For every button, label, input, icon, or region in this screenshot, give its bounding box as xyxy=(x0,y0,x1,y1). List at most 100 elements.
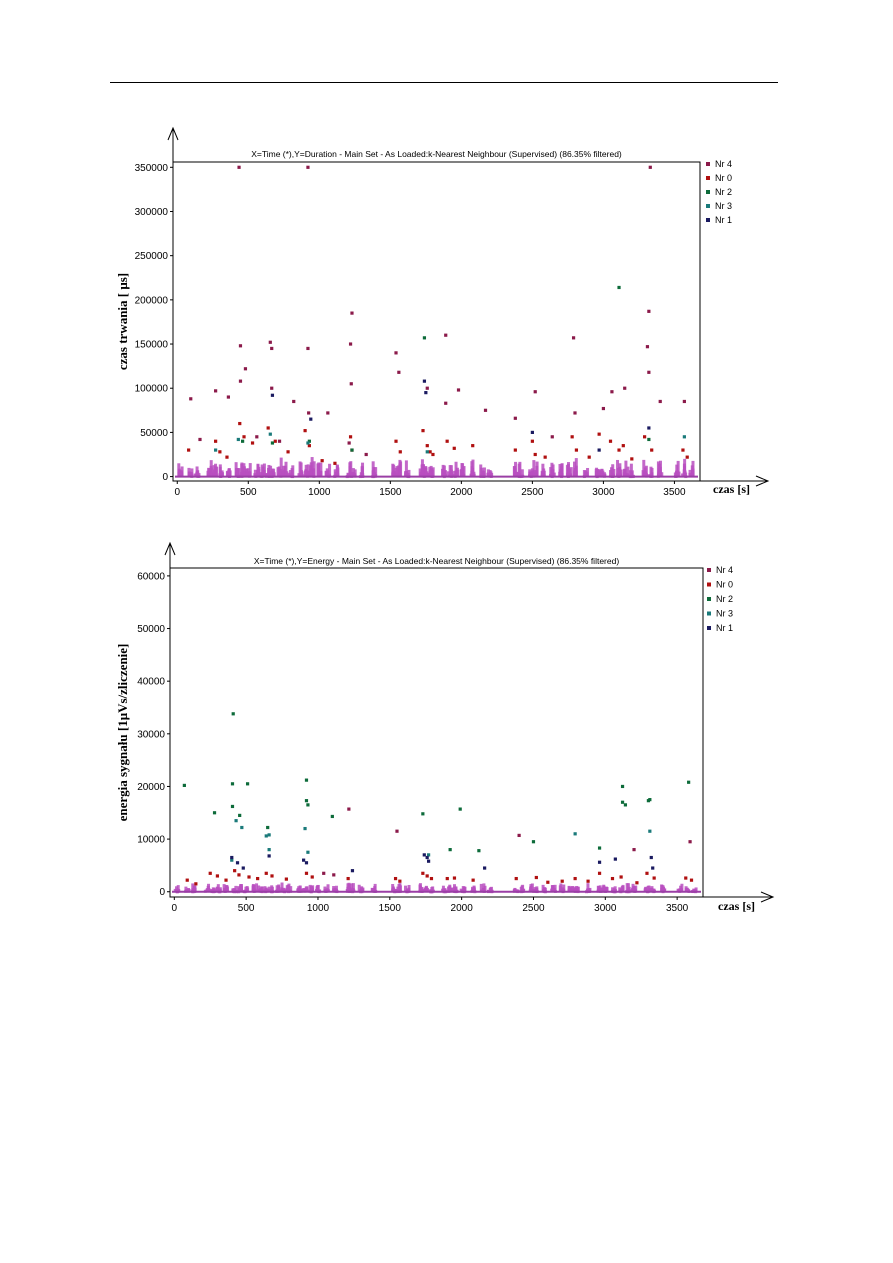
x-axis-label: czas [s] xyxy=(718,899,755,913)
data-point-nr-1 xyxy=(309,417,313,421)
x-tick-label: 3500 xyxy=(666,903,689,914)
y-tick-label: 40000 xyxy=(137,677,165,688)
data-point-nr-3 xyxy=(573,832,577,836)
background-point xyxy=(535,461,539,477)
data-point-nr-3 xyxy=(306,441,310,445)
y-tick-label: 350000 xyxy=(135,163,169,174)
background-point xyxy=(302,888,306,892)
background-point xyxy=(642,459,646,477)
data-point-nr-4 xyxy=(238,344,243,348)
background-point xyxy=(214,467,218,477)
data-point-nr-1 xyxy=(426,859,431,863)
background-point xyxy=(513,887,517,892)
background-point xyxy=(218,464,222,477)
data-point-nr-0 xyxy=(546,880,550,884)
legend-label: Nr 0 xyxy=(716,580,733,590)
data-point-nr-4 xyxy=(292,399,296,404)
background-point xyxy=(404,460,408,477)
data-point-nr-4 xyxy=(395,829,399,833)
background-point xyxy=(234,462,238,477)
data-point-nr-4 xyxy=(623,386,627,390)
data-point-nr-0 xyxy=(421,871,425,875)
data-point-nr-4 xyxy=(268,340,272,344)
background-point xyxy=(446,471,450,477)
background-point xyxy=(619,888,623,892)
data-point-nr-1 xyxy=(302,858,306,862)
background-point xyxy=(595,467,599,477)
plot-frame xyxy=(172,161,701,482)
x-tick-label: 1000 xyxy=(308,487,331,498)
background-point xyxy=(206,888,210,892)
background-point xyxy=(323,886,327,892)
data-point-nr-4 xyxy=(198,437,202,442)
background-point xyxy=(248,463,252,477)
background-point xyxy=(486,472,490,477)
data-point-nr-0 xyxy=(247,875,251,879)
data-point-nr-0 xyxy=(471,444,475,448)
data-point-nr-0 xyxy=(237,873,241,877)
data-point-nr-2 xyxy=(597,846,602,850)
background-point xyxy=(586,883,590,892)
data-point-nr-0 xyxy=(346,876,350,881)
background-point xyxy=(297,473,301,477)
background-point xyxy=(392,464,396,477)
data-point-nr-0 xyxy=(421,429,425,433)
data-point-nr-0 xyxy=(619,875,623,879)
data-point-nr-4 xyxy=(571,336,576,340)
background-point xyxy=(421,473,425,477)
data-point-nr-4 xyxy=(347,441,351,445)
background-point xyxy=(609,470,612,477)
data-point-nr-1 xyxy=(230,855,234,860)
background-point xyxy=(533,473,537,477)
background-point xyxy=(613,889,617,893)
background-point xyxy=(596,885,600,892)
background-point xyxy=(514,461,518,477)
data-point-nr-4 xyxy=(648,165,652,169)
data-point-nr-2 xyxy=(238,813,242,818)
y-tick-label: 50000 xyxy=(140,428,168,439)
background-point xyxy=(319,471,323,477)
data-point-nr-0 xyxy=(608,439,613,443)
legend-swatch xyxy=(707,582,711,587)
background-point xyxy=(424,466,428,477)
legend-label: Nr 3 xyxy=(715,201,732,211)
background-point xyxy=(453,470,457,477)
data-point-nr-2 xyxy=(647,437,651,442)
background-point xyxy=(676,460,680,477)
background-point xyxy=(270,468,274,477)
background-point xyxy=(373,883,377,892)
data-point-nr-0 xyxy=(194,882,198,886)
background-point xyxy=(483,885,487,892)
data-point-nr-0 xyxy=(630,457,634,461)
data-point-nr-3 xyxy=(306,850,310,854)
background-point xyxy=(276,467,280,477)
data-point-nr-4 xyxy=(647,370,651,374)
data-point-nr-0 xyxy=(650,448,654,452)
background-point xyxy=(611,887,615,892)
data-point-nr-0 xyxy=(645,871,649,875)
energy-scatter-chart: X=Time (*),Y=Energy - Main Set - As Load… xyxy=(115,541,775,914)
background-point xyxy=(597,470,601,477)
background-point xyxy=(569,467,573,477)
data-point-nr-0 xyxy=(256,876,260,881)
background-point xyxy=(360,887,364,892)
data-point-nr-0 xyxy=(224,878,228,882)
data-point-nr-0 xyxy=(425,874,429,878)
legend-swatch xyxy=(706,204,710,208)
data-point-nr-0 xyxy=(215,874,220,878)
background-point xyxy=(681,473,685,477)
data-point-nr-3 xyxy=(230,858,234,862)
background-point xyxy=(335,468,339,477)
legend-swatch xyxy=(707,611,711,616)
data-point-nr-0 xyxy=(185,878,189,882)
background-point xyxy=(284,472,288,477)
background-point xyxy=(420,464,424,477)
background-point xyxy=(658,469,662,477)
data-point-nr-3 xyxy=(426,853,431,857)
x-axis-arrowhead xyxy=(755,475,770,487)
x-tick-label: 2000 xyxy=(450,487,473,498)
background-point xyxy=(426,472,430,477)
data-point-nr-1 xyxy=(350,869,355,873)
data-point-nr-1 xyxy=(651,866,655,870)
data-point-nr-2 xyxy=(306,803,310,807)
